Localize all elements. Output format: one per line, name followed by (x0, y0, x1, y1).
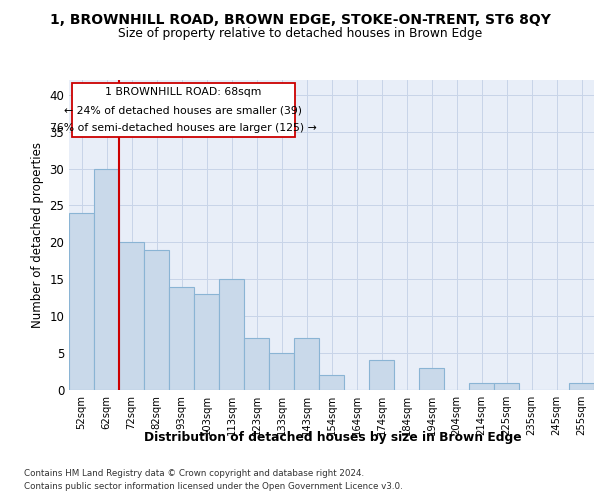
Text: Contains HM Land Registry data © Crown copyright and database right 2024.: Contains HM Land Registry data © Crown c… (24, 468, 364, 477)
Text: 1, BROWNHILL ROAD, BROWN EDGE, STOKE-ON-TRENT, ST6 8QY: 1, BROWNHILL ROAD, BROWN EDGE, STOKE-ON-… (50, 12, 550, 26)
Bar (569, 382, 594, 390)
Bar (494, 382, 519, 390)
Bar (194, 294, 219, 390)
Bar (269, 353, 294, 390)
Bar (69, 213, 94, 390)
FancyBboxPatch shape (71, 83, 295, 138)
Y-axis label: Number of detached properties: Number of detached properties (31, 142, 44, 328)
Bar (319, 375, 344, 390)
Text: 1 BROWNHILL ROAD: 68sqm: 1 BROWNHILL ROAD: 68sqm (105, 87, 262, 97)
Text: ← 24% of detached houses are smaller (39): ← 24% of detached houses are smaller (39… (64, 105, 302, 115)
Bar (369, 360, 394, 390)
Text: Contains public sector information licensed under the Open Government Licence v3: Contains public sector information licen… (24, 482, 403, 491)
Bar (419, 368, 444, 390)
Text: Size of property relative to detached houses in Brown Edge: Size of property relative to detached ho… (118, 28, 482, 40)
Bar (469, 382, 494, 390)
Bar (219, 280, 244, 390)
Bar (244, 338, 269, 390)
Bar (94, 168, 119, 390)
Bar (144, 250, 169, 390)
Text: Distribution of detached houses by size in Brown Edge: Distribution of detached houses by size … (144, 431, 522, 444)
Bar (294, 338, 319, 390)
Bar (119, 242, 144, 390)
Bar (169, 286, 194, 390)
Text: 76% of semi-detached houses are larger (125) →: 76% of semi-detached houses are larger (… (50, 124, 317, 134)
